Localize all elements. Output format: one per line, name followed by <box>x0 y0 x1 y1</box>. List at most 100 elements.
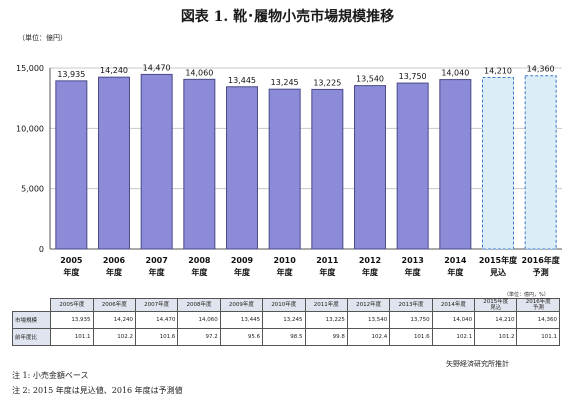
bar <box>226 86 258 250</box>
x-tick-label: 2015年度 <box>479 255 518 265</box>
bar-value-label: 14,210 <box>484 67 512 76</box>
table-cell: 13,750 <box>389 311 433 329</box>
x-categories: 2005 年度 2006 年度 2007 年度 2008 年度 2009 年度 2010 年度 2011… <box>60 255 561 277</box>
bar <box>140 73 173 250</box>
table-cell: 13,245 <box>262 311 306 329</box>
bar-value-label: 13,935 <box>57 70 85 79</box>
x-tick-label: 年度 <box>277 267 294 277</box>
table-cell: 101.6 <box>134 328 179 346</box>
table-header-cell: 2011年度 <box>304 298 348 312</box>
x-tick-label: 2011 <box>316 256 339 265</box>
y-ticks: 0 5,000 10,000 15,000 <box>16 64 44 254</box>
table-cell: 14,040 <box>431 311 476 329</box>
table-header-cell: 2013年度 <box>389 298 433 312</box>
x-tick-label: 予測 <box>533 267 549 277</box>
bar <box>183 78 216 250</box>
x-tick-label: 2007 <box>146 256 168 265</box>
x-tick-label: 2010 <box>274 256 297 265</box>
table-header-cell: 2006年度 <box>92 298 136 312</box>
table-header-cell: 2014年度 <box>431 298 476 312</box>
bar <box>268 88 301 250</box>
x-tick-label: 2016年度 <box>522 255 561 265</box>
table-row: 市場規模 13,935 14,240 14,470 14,060 13,445 13,245… <box>11 311 560 329</box>
grid-lines <box>49 67 562 250</box>
bar-value-label: 13,445 <box>228 76 256 85</box>
x-tick-label: 年度 <box>362 267 379 277</box>
y-tick-label: 0 <box>39 245 44 254</box>
x-tick-label: 2005 <box>60 256 83 265</box>
table-cell: 13,540 <box>346 311 391 329</box>
x-tick-label: 年度 <box>191 267 208 277</box>
table-cell: 14,360 <box>516 311 560 329</box>
table-header-cell: 2005年度 <box>50 298 94 312</box>
table-header-cell: 2009年度 <box>219 298 264 312</box>
y-tick-label: 15,000 <box>16 64 44 73</box>
note-1: 注 1: 小売金額ベース <box>12 371 89 380</box>
bar <box>98 76 130 250</box>
data-table: 2005年度 2006年度 2007年度 2008年度 2009年度 2010年度 2011… <box>11 298 560 346</box>
table-row: 前年度比 101.1 102.2 101.6 97.2 95.6 98.5 99.8 102.4… <box>11 328 560 346</box>
bar-value-label: 14,240 <box>100 66 128 75</box>
table-cell: 13,445 <box>219 311 264 329</box>
table-cell: 14,060 <box>177 311 221 329</box>
x-tick-label: 年度 <box>319 267 336 277</box>
table-cell: 99.8 <box>304 328 348 346</box>
table-header-cell: 2007年度 <box>134 298 179 312</box>
table-cell: 101.6 <box>389 328 433 346</box>
bar-value-label: 13,540 <box>356 75 384 84</box>
chart-title: 図表 1. 靴･履物小売市場規模推移 <box>180 9 395 25</box>
table-cell: 13,935 <box>50 311 94 329</box>
bar <box>396 82 429 250</box>
x-tick-label: 年度 <box>234 267 251 277</box>
bar-chart: 13,935 14,240 14,470 14,060 13,445 13,245 13,2… <box>16 63 562 277</box>
bar-value-label: 13,225 <box>313 78 341 87</box>
table-cell: 102.1 <box>431 328 476 346</box>
source-label: 矢野経済研究所推計 <box>446 360 509 368</box>
x-tick-label: 2013 <box>402 256 424 265</box>
table-header-cell: 2010年度 <box>262 298 306 312</box>
table-header-row: 2005年度 2006年度 2007年度 2008年度 2009年度 2010年度 2011… <box>12 298 560 312</box>
x-tick-label: 2008 <box>188 256 211 265</box>
bar-value-label: 13,245 <box>271 78 299 87</box>
y-tick-label: 5,000 <box>21 185 44 194</box>
table-cell: 101.1 <box>50 328 94 346</box>
table-header-cell: 2016年度 予測 <box>516 298 560 312</box>
table-corner <box>12 298 52 312</box>
x-tick-label: 年度 <box>63 267 80 277</box>
bar-value-label: 14,060 <box>185 68 213 77</box>
bars: 13,935 14,240 14,470 14,060 13,445 13,245 13,2… <box>55 63 557 250</box>
table-cell: 14,210 <box>474 311 518 329</box>
table-cell: 95.6 <box>219 328 264 346</box>
table-row-header: 市場規模 <box>11 311 52 329</box>
table-header-cell: 2012年度 <box>346 298 391 312</box>
table-unit-label: （単位：億円，%） <box>504 292 549 298</box>
table-cell: 97.2 <box>177 328 221 346</box>
table-cell: 102.2 <box>92 328 136 346</box>
bar-value-label: 14,470 <box>143 63 171 72</box>
table-header-cell: 2015年度 見込 <box>474 298 518 312</box>
x-tick-label: 2009 <box>231 256 254 265</box>
bar <box>311 88 344 250</box>
bar-value-label: 14,360 <box>527 65 555 74</box>
x-tick-label: 年度 <box>405 267 422 277</box>
y-unit-label: （単位：億円） <box>18 34 67 42</box>
bar <box>439 79 472 250</box>
bar <box>55 80 88 250</box>
table-cell: 13,225 <box>304 311 348 329</box>
table-cell: 98.5 <box>262 328 306 346</box>
x-tick-label: 2014 <box>444 256 467 265</box>
y-tick-label: 10,000 <box>16 124 44 133</box>
bar <box>354 85 386 250</box>
bar <box>524 75 557 250</box>
x-tick-label: 年度 <box>106 267 123 277</box>
bar-value-label: 14,040 <box>441 69 469 78</box>
x-tick-label: 2006 <box>103 256 126 265</box>
table-row-header: 前年度比 <box>11 328 52 346</box>
x-tick-label: 2012 <box>359 256 381 265</box>
x-tick-label: 年度 <box>149 267 166 277</box>
table-header-cell: 2008年度 <box>177 298 221 312</box>
table-cell: 101.1 <box>516 328 560 346</box>
table-cell: 102.4 <box>346 328 391 346</box>
table-cell: 14,470 <box>134 311 179 329</box>
bar <box>482 77 514 250</box>
